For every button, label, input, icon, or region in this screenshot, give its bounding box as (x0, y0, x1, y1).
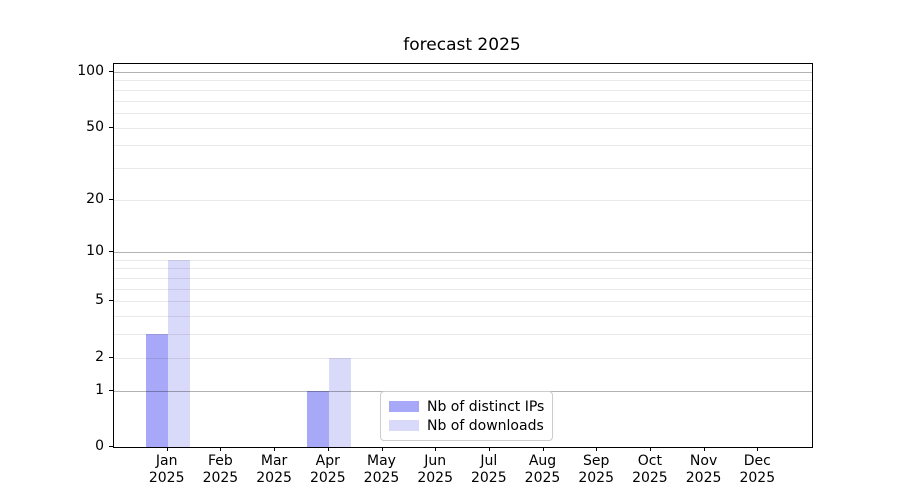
x-tick-year: 2025 (524, 470, 561, 486)
legend-label-distinct-ips: Nb of distinct IPs (427, 398, 545, 415)
legend-item-distinct-ips: Nb of distinct IPs (389, 397, 544, 416)
y-tick-label-100: 100 (77, 63, 104, 79)
gridline-minor-90 (114, 80, 812, 81)
y-tick-label-20: 20 (86, 191, 104, 207)
x-tick-month: Sep (582, 453, 610, 469)
legend-item-downloads: Nb of downloads (389, 416, 544, 435)
x-tick-label-jul: Jul 2025 (461, 453, 517, 487)
x-tick-label-sep: Sep 2025 (568, 453, 624, 487)
x-tick-label-jun: Jun 2025 (407, 453, 463, 487)
chart-title: forecast 2025 (403, 35, 521, 55)
x-tick-dec (757, 447, 759, 451)
y-tick-label-50: 50 (86, 119, 104, 135)
x-tick-label-feb: Feb 2025 (192, 453, 248, 487)
gridline-major-10 (114, 252, 812, 253)
gridline-minor-7 (114, 278, 812, 279)
x-tick-sep (596, 447, 598, 451)
y-tick-0 (109, 446, 113, 447)
x-tick-month: Aug (528, 453, 557, 469)
gridline-minor-70 (114, 101, 812, 102)
x-tick-month: Jun (424, 453, 447, 469)
x-tick-month: Oct (637, 453, 662, 469)
x-tick-month: Feb (207, 453, 233, 469)
x-tick-month: Apr (315, 453, 340, 469)
y-tick-2 (109, 357, 113, 358)
x-tick-month: Jan (155, 453, 178, 469)
x-tick-jun (435, 447, 437, 451)
legend-swatch-downloads (389, 420, 419, 431)
gridline-minor-2 (114, 358, 812, 359)
bar-distinct-ips-apr (306, 390, 329, 447)
x-tick-oct (649, 447, 651, 451)
x-tick-feb (220, 447, 222, 451)
x-tick-month: Dec (743, 453, 771, 469)
x-tick-apr (327, 447, 329, 451)
x-tick-year: 2025 (685, 470, 722, 486)
x-tick-jul (488, 447, 490, 451)
x-tick-year: 2025 (739, 470, 776, 486)
x-tick-year: 2025 (256, 470, 292, 486)
legend-swatch-distinct-ips (389, 401, 419, 412)
legend-label-downloads: Nb of downloads (427, 417, 544, 434)
x-tick-mar (274, 447, 276, 451)
gridline-minor-30 (114, 168, 812, 169)
x-tick-nov (703, 447, 705, 451)
x-tick-aug (542, 447, 544, 451)
y-tick-50 (109, 127, 113, 128)
x-tick-label-jan: Jan 2025 (139, 453, 195, 487)
gridline-minor-80 (114, 90, 812, 91)
y-tick-label-5: 5 (95, 292, 104, 308)
x-tick-month: May (367, 453, 396, 469)
gridline-minor-3 (114, 334, 812, 335)
gridline-minor-6 (114, 289, 812, 290)
x-tick-label-may: May 2025 (354, 453, 410, 487)
x-tick-year: 2025 (148, 470, 185, 486)
gridline-minor-60 (114, 113, 812, 114)
x-tick-label-dec: Dec 2025 (729, 453, 785, 487)
x-tick-jan (166, 447, 168, 451)
gridline-minor-4 (114, 316, 812, 317)
x-tick-year: 2025 (632, 470, 668, 486)
x-tick-month: Mar (260, 453, 288, 469)
y-tick-10 (109, 251, 113, 252)
gridline-minor-8 (114, 268, 812, 269)
y-tick-label-0: 0 (95, 438, 104, 454)
x-tick-label-aug: Aug 2025 (515, 453, 571, 487)
x-tick-year: 2025 (417, 470, 453, 486)
x-tick-month: Nov (689, 453, 718, 469)
bar-downloads-apr (328, 357, 351, 447)
y-tick-1 (109, 390, 113, 391)
legend: Nb of distinct IPs Nb of downloads (380, 391, 554, 441)
gridline-minor-5 (114, 301, 812, 302)
y-tick-100 (109, 71, 113, 72)
x-tick-year: 2025 (363, 470, 400, 486)
gridline-major-100 (114, 72, 812, 73)
x-tick-year: 2025 (578, 470, 614, 486)
bar-distinct-ips-jan (145, 334, 168, 447)
x-tick-label-oct: Oct 2025 (622, 453, 678, 487)
x-tick-label-nov: Nov 2025 (676, 453, 732, 487)
gridline-minor-9 (114, 260, 812, 261)
y-tick-20 (109, 199, 113, 200)
y-tick-label-2: 2 (95, 349, 104, 365)
x-tick-label-mar: Mar 2025 (246, 453, 302, 487)
x-tick-year: 2025 (470, 470, 507, 486)
bar-downloads-jan (167, 259, 190, 447)
x-tick-may (381, 447, 383, 451)
x-tick-year: 2025 (202, 470, 239, 486)
x-tick-label-apr: Apr 2025 (300, 453, 356, 487)
gridline-minor-50 (114, 128, 812, 129)
gridline-minor-40 (114, 145, 812, 146)
gridline-minor-20 (114, 200, 812, 201)
y-tick-5 (109, 300, 113, 301)
y-tick-label-1: 1 (95, 382, 104, 398)
x-tick-year: 2025 (309, 470, 346, 486)
plot-area: Nb of distinct IPs Nb of downloads (113, 63, 813, 448)
x-tick-month: Jul (480, 453, 498, 469)
y-tick-label-10: 10 (86, 243, 104, 259)
